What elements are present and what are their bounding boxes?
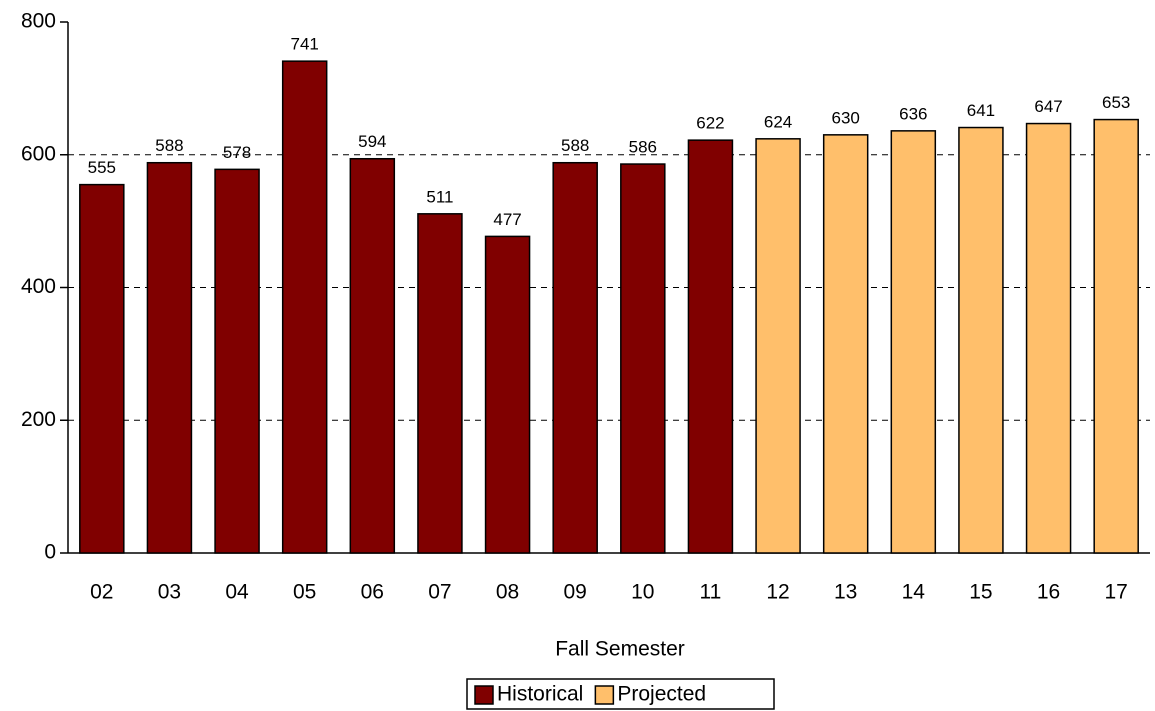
value-label: 641: [967, 101, 995, 120]
x-tick-label: 02: [90, 581, 113, 604]
value-label: 624: [764, 112, 792, 131]
bar: [822, 134, 869, 554]
y-tick-label: 800: [21, 10, 56, 33]
bar: [214, 168, 260, 554]
legend-swatch: [474, 685, 494, 705]
bar: [1093, 118, 1139, 554]
value-label: 586: [629, 138, 657, 157]
x-tick-label: 15: [969, 581, 992, 604]
value-label: 636: [899, 104, 927, 123]
y-tick-label: 0: [44, 541, 56, 564]
y-tick-label: 400: [21, 275, 56, 298]
value-label: 588: [155, 136, 183, 155]
x-tick-label: 08: [496, 581, 519, 604]
value-label: 594: [358, 132, 386, 151]
value-label: 647: [1034, 97, 1062, 116]
bar: [79, 183, 125, 554]
x-tick-label: 12: [766, 581, 789, 604]
bar: [281, 60, 328, 554]
value-label: 555: [88, 158, 116, 177]
value-label: 630: [832, 108, 860, 127]
x-tick-label: 13: [834, 581, 857, 604]
value-label: 477: [493, 210, 521, 229]
bar: [890, 130, 937, 554]
x-tick-label: 05: [293, 581, 316, 604]
legend-label: Historical: [497, 683, 583, 706]
value-label: 588: [561, 136, 589, 155]
bar: [146, 161, 193, 554]
x-tick-label: 04: [225, 581, 249, 604]
x-tick-label: 16: [1037, 581, 1060, 604]
bar: [1025, 122, 1072, 554]
legend-label: Projected: [617, 683, 706, 706]
bar: [417, 213, 463, 554]
x-tick-label: 11: [700, 581, 722, 604]
bar: [484, 235, 531, 554]
bar: [687, 139, 734, 554]
x-tick-label: 03: [158, 581, 181, 604]
x-tick-label: 14: [902, 581, 926, 604]
bar: [755, 138, 801, 554]
bar: [958, 126, 1004, 554]
legend-swatch: [594, 685, 615, 705]
y-tick-label: 600: [21, 142, 56, 165]
bar: [349, 157, 396, 554]
value-label: 511: [426, 187, 453, 206]
x-tick-label: 09: [564, 581, 587, 604]
x-tick-label: 06: [361, 581, 384, 604]
x-tick-label: 07: [428, 581, 451, 604]
legend-box: [466, 678, 775, 710]
y-tick-label: 200: [21, 408, 56, 431]
bar: [552, 161, 598, 554]
x-tick-label: 10: [631, 581, 654, 604]
bar: [620, 163, 666, 554]
value-label: 622: [696, 114, 724, 133]
x-tick-label: 17: [1105, 581, 1128, 604]
x-axis-label: Fall Semester: [555, 638, 685, 661]
value-label: 653: [1102, 93, 1130, 112]
value-label: 578: [223, 143, 251, 162]
value-label: 741: [291, 35, 319, 54]
